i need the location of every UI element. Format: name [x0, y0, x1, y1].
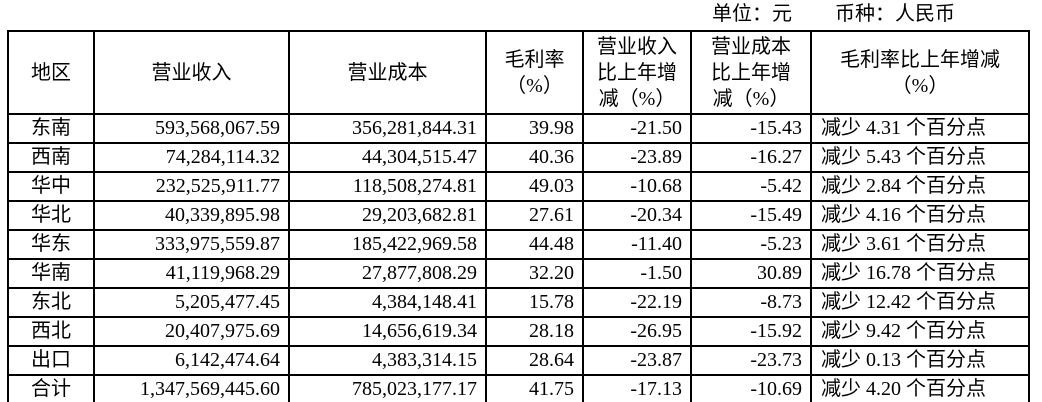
cost-cell: 4,384,148.41 [288, 287, 487, 318]
revenue-cell: 593,568,067.59 [93, 113, 290, 144]
revenue-cell: 232,525,911.77 [93, 171, 290, 202]
table-row: 东北 5,205,477.45 4,384,148.41 15.78 -22.1… [7, 287, 1030, 318]
cost-yoy-cell: -15.92 [690, 316, 812, 347]
revenue-cell: 20,407,975.69 [93, 316, 290, 347]
revenue-cell: 41,119,968.29 [93, 258, 290, 289]
table-row: 华中 232,525,911.77 118,508,274.81 49.03 -… [7, 171, 1030, 202]
cost-yoy-cell: -15.49 [690, 200, 812, 231]
revenue-yoy-cell: -10.68 [582, 171, 692, 202]
table-row: 东南 593,568,067.59 356,281,844.31 39.98 -… [7, 113, 1030, 144]
unit-currency-line: 单位：元 币种：人民币 [712, 1, 955, 27]
revenue-yoy-cell: -23.89 [582, 142, 692, 173]
table-row: 华东 333,975,559.87 185,422,969.58 44.48 -… [7, 229, 1030, 260]
cost-yoy-cell: -5.23 [690, 229, 812, 260]
revenue-cell: 333,975,559.87 [93, 229, 290, 260]
region-cell: 西北 [7, 316, 95, 347]
cost-yoy-cell: -5.42 [690, 171, 812, 202]
header-cell-cost-yoy: 营业成本 比上年增 减（%） [690, 30, 812, 115]
region-cell: 华中 [7, 171, 95, 202]
revenue-yoy-cell: -1.50 [582, 258, 692, 289]
margin-yoy-cell: 减少 9.42 个百分点 [810, 316, 1030, 347]
table-body: 东南 593,568,067.59 356,281,844.31 39.98 -… [7, 113, 1030, 402]
cost-cell: 44,304,515.47 [288, 142, 487, 173]
margin-yoy-cell: 减少 4.16 个百分点 [810, 200, 1030, 231]
header-cell-revenue-yoy: 营业收入 比上年增 减（%） [582, 30, 692, 115]
region-cell: 华东 [7, 229, 95, 260]
currency-label: 币种：人民币 [835, 3, 955, 25]
margin-yoy-cell: 减少 5.43 个百分点 [810, 142, 1030, 173]
cost-yoy-cell: -8.73 [690, 287, 812, 318]
revenue-yoy-cell: -11.40 [582, 229, 692, 260]
header-cell-margin-yoy: 毛利率比上年增减 （%） [810, 30, 1030, 115]
cost-yoy-cell: 30.89 [690, 258, 812, 289]
revenue-cell: 5,205,477.45 [93, 287, 290, 318]
table-header: 地区 营业收入 营业成本 毛利率 （%） 营业收入 比上年增 减（%） 营业成本… [7, 30, 1030, 115]
gross-margin-cell: 39.98 [485, 113, 584, 144]
cost-cell: 785,023,177.17 [288, 374, 487, 402]
margin-yoy-cell: 减少 16.78 个百分点 [810, 258, 1030, 289]
header-row: 地区 营业收入 营业成本 毛利率 （%） 营业收入 比上年增 减（%） 营业成本… [7, 30, 1030, 115]
unit-label: 单位：元 [712, 3, 792, 25]
cost-cell: 185,422,969.58 [288, 229, 487, 260]
gross-margin-cell: 49.03 [485, 171, 584, 202]
header-cell-cost: 营业成本 [288, 30, 487, 115]
regional-revenue-table: 地区 营业收入 营业成本 毛利率 （%） 营业收入 比上年增 减（%） 营业成本… [7, 30, 1030, 402]
region-cell: 出口 [7, 345, 95, 376]
header-cell-gross-margin: 毛利率 （%） [485, 30, 584, 115]
gross-margin-cell: 27.61 [485, 200, 584, 231]
gross-margin-cell: 28.18 [485, 316, 584, 347]
gross-margin-cell: 15.78 [485, 287, 584, 318]
cost-cell: 27,877,808.29 [288, 258, 487, 289]
cost-yoy-cell: -23.73 [690, 345, 812, 376]
revenue-cell: 6,142,474.64 [93, 345, 290, 376]
revenue-yoy-cell: -17.13 [582, 374, 692, 402]
gross-margin-cell: 32.20 [485, 258, 584, 289]
revenue-yoy-cell: -22.19 [582, 287, 692, 318]
table-row: 西南 74,284,114.32 44,304,515.47 40.36 -23… [7, 142, 1030, 173]
table-row: 华北 40,339,895.98 29,203,682.81 27.61 -20… [7, 200, 1030, 231]
cost-cell: 118,508,274.81 [288, 171, 487, 202]
revenue-cell: 74,284,114.32 [93, 142, 290, 173]
gross-margin-cell: 41.75 [485, 374, 584, 402]
region-cell: 合计 [7, 374, 95, 402]
region-cell: 华南 [7, 258, 95, 289]
margin-yoy-cell: 减少 4.31 个百分点 [810, 113, 1030, 144]
margin-yoy-cell: 减少 2.84 个百分点 [810, 171, 1030, 202]
cost-cell: 14,656,619.34 [288, 316, 487, 347]
cost-cell: 29,203,682.81 [288, 200, 487, 231]
region-cell: 东北 [7, 287, 95, 318]
revenue-cell: 40,339,895.98 [93, 200, 290, 231]
revenue-yoy-cell: -23.87 [582, 345, 692, 376]
cost-yoy-cell: -15.43 [690, 113, 812, 144]
margin-yoy-cell: 减少 0.13 个百分点 [810, 345, 1030, 376]
cost-cell: 4,383,314.15 [288, 345, 487, 376]
margin-yoy-cell: 减少 4.20 个百分点 [810, 374, 1030, 402]
region-cell: 西南 [7, 142, 95, 173]
table-row: 华南 41,119,968.29 27,877,808.29 32.20 -1.… [7, 258, 1030, 289]
revenue-yoy-cell: -20.34 [582, 200, 692, 231]
header-cell-region: 地区 [7, 30, 95, 115]
cost-cell: 356,281,844.31 [288, 113, 487, 144]
table-row-total: 合计 1,347,569,445.60 785,023,177.17 41.75… [7, 374, 1030, 402]
margin-yoy-cell: 减少 12.42 个百分点 [810, 287, 1030, 318]
region-cell: 东南 [7, 113, 95, 144]
gross-margin-cell: 28.64 [485, 345, 584, 376]
table-row: 出口 6,142,474.64 4,383,314.15 28.64 -23.8… [7, 345, 1030, 376]
revenue-cell: 1,347,569,445.60 [93, 374, 290, 402]
cost-yoy-cell: -16.27 [690, 142, 812, 173]
cost-yoy-cell: -10.69 [690, 374, 812, 402]
gross-margin-cell: 44.48 [485, 229, 584, 260]
gross-margin-cell: 40.36 [485, 142, 584, 173]
margin-yoy-cell: 减少 3.61 个百分点 [810, 229, 1030, 260]
revenue-yoy-cell: -21.50 [582, 113, 692, 144]
revenue-yoy-cell: -26.95 [582, 316, 692, 347]
header-cell-revenue: 营业收入 [93, 30, 290, 115]
region-cell: 华北 [7, 200, 95, 231]
table-row: 西北 20,407,975.69 14,656,619.34 28.18 -26… [7, 316, 1030, 347]
